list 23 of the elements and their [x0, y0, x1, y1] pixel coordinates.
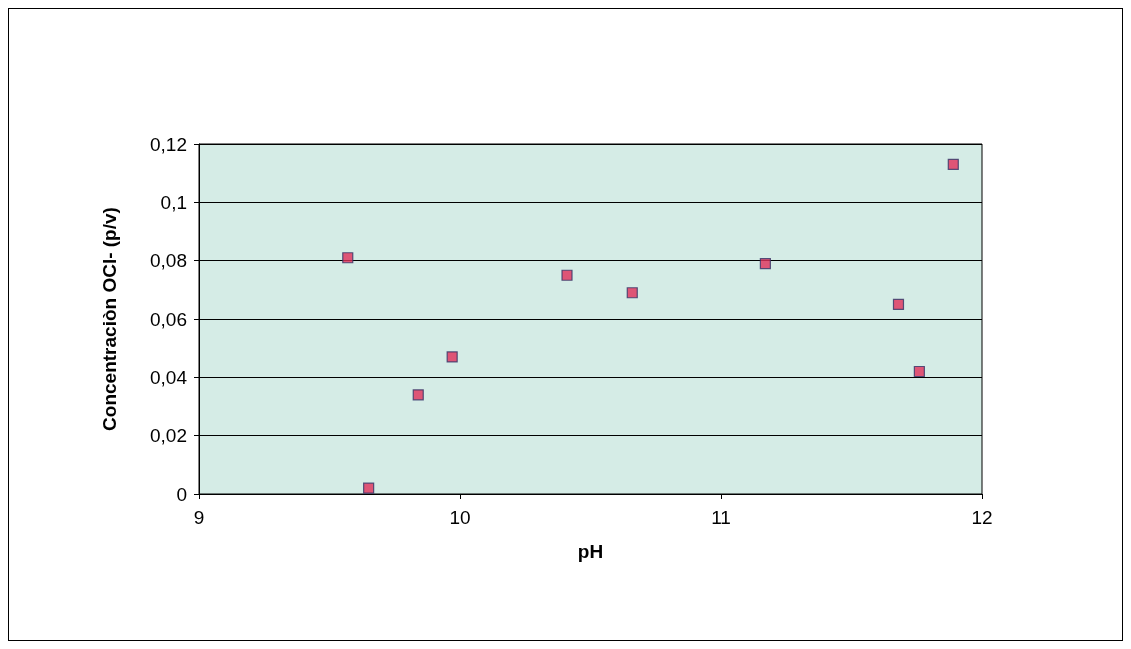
point	[561, 269, 573, 281]
point	[892, 298, 905, 311]
y-tick-label: 0,02	[150, 425, 187, 447]
point	[759, 257, 771, 270]
y-tick-label: 0,08	[150, 250, 187, 272]
point	[626, 287, 638, 299]
y-tick-label: 0,06	[150, 308, 187, 330]
y-axis-title: Concentraciòn OCl- (p/v)	[99, 207, 120, 431]
y-tick-label: 0,1	[160, 191, 187, 213]
x-axis-title: pH	[577, 541, 604, 562]
point	[913, 365, 925, 378]
y-tick-label: 0	[176, 483, 187, 505]
y-tick-label: 0,04	[150, 366, 188, 388]
x-tick-label: 12	[971, 507, 993, 528]
point	[947, 158, 959, 171]
y-tick-label: 0,12	[150, 133, 187, 155]
x-tick-label: 9	[193, 507, 205, 528]
x-tick-label: 11	[711, 507, 731, 528]
point	[446, 351, 458, 363]
point	[412, 389, 424, 401]
point	[363, 482, 375, 494]
x-tick-label: 10	[449, 507, 471, 528]
point	[342, 252, 354, 264]
